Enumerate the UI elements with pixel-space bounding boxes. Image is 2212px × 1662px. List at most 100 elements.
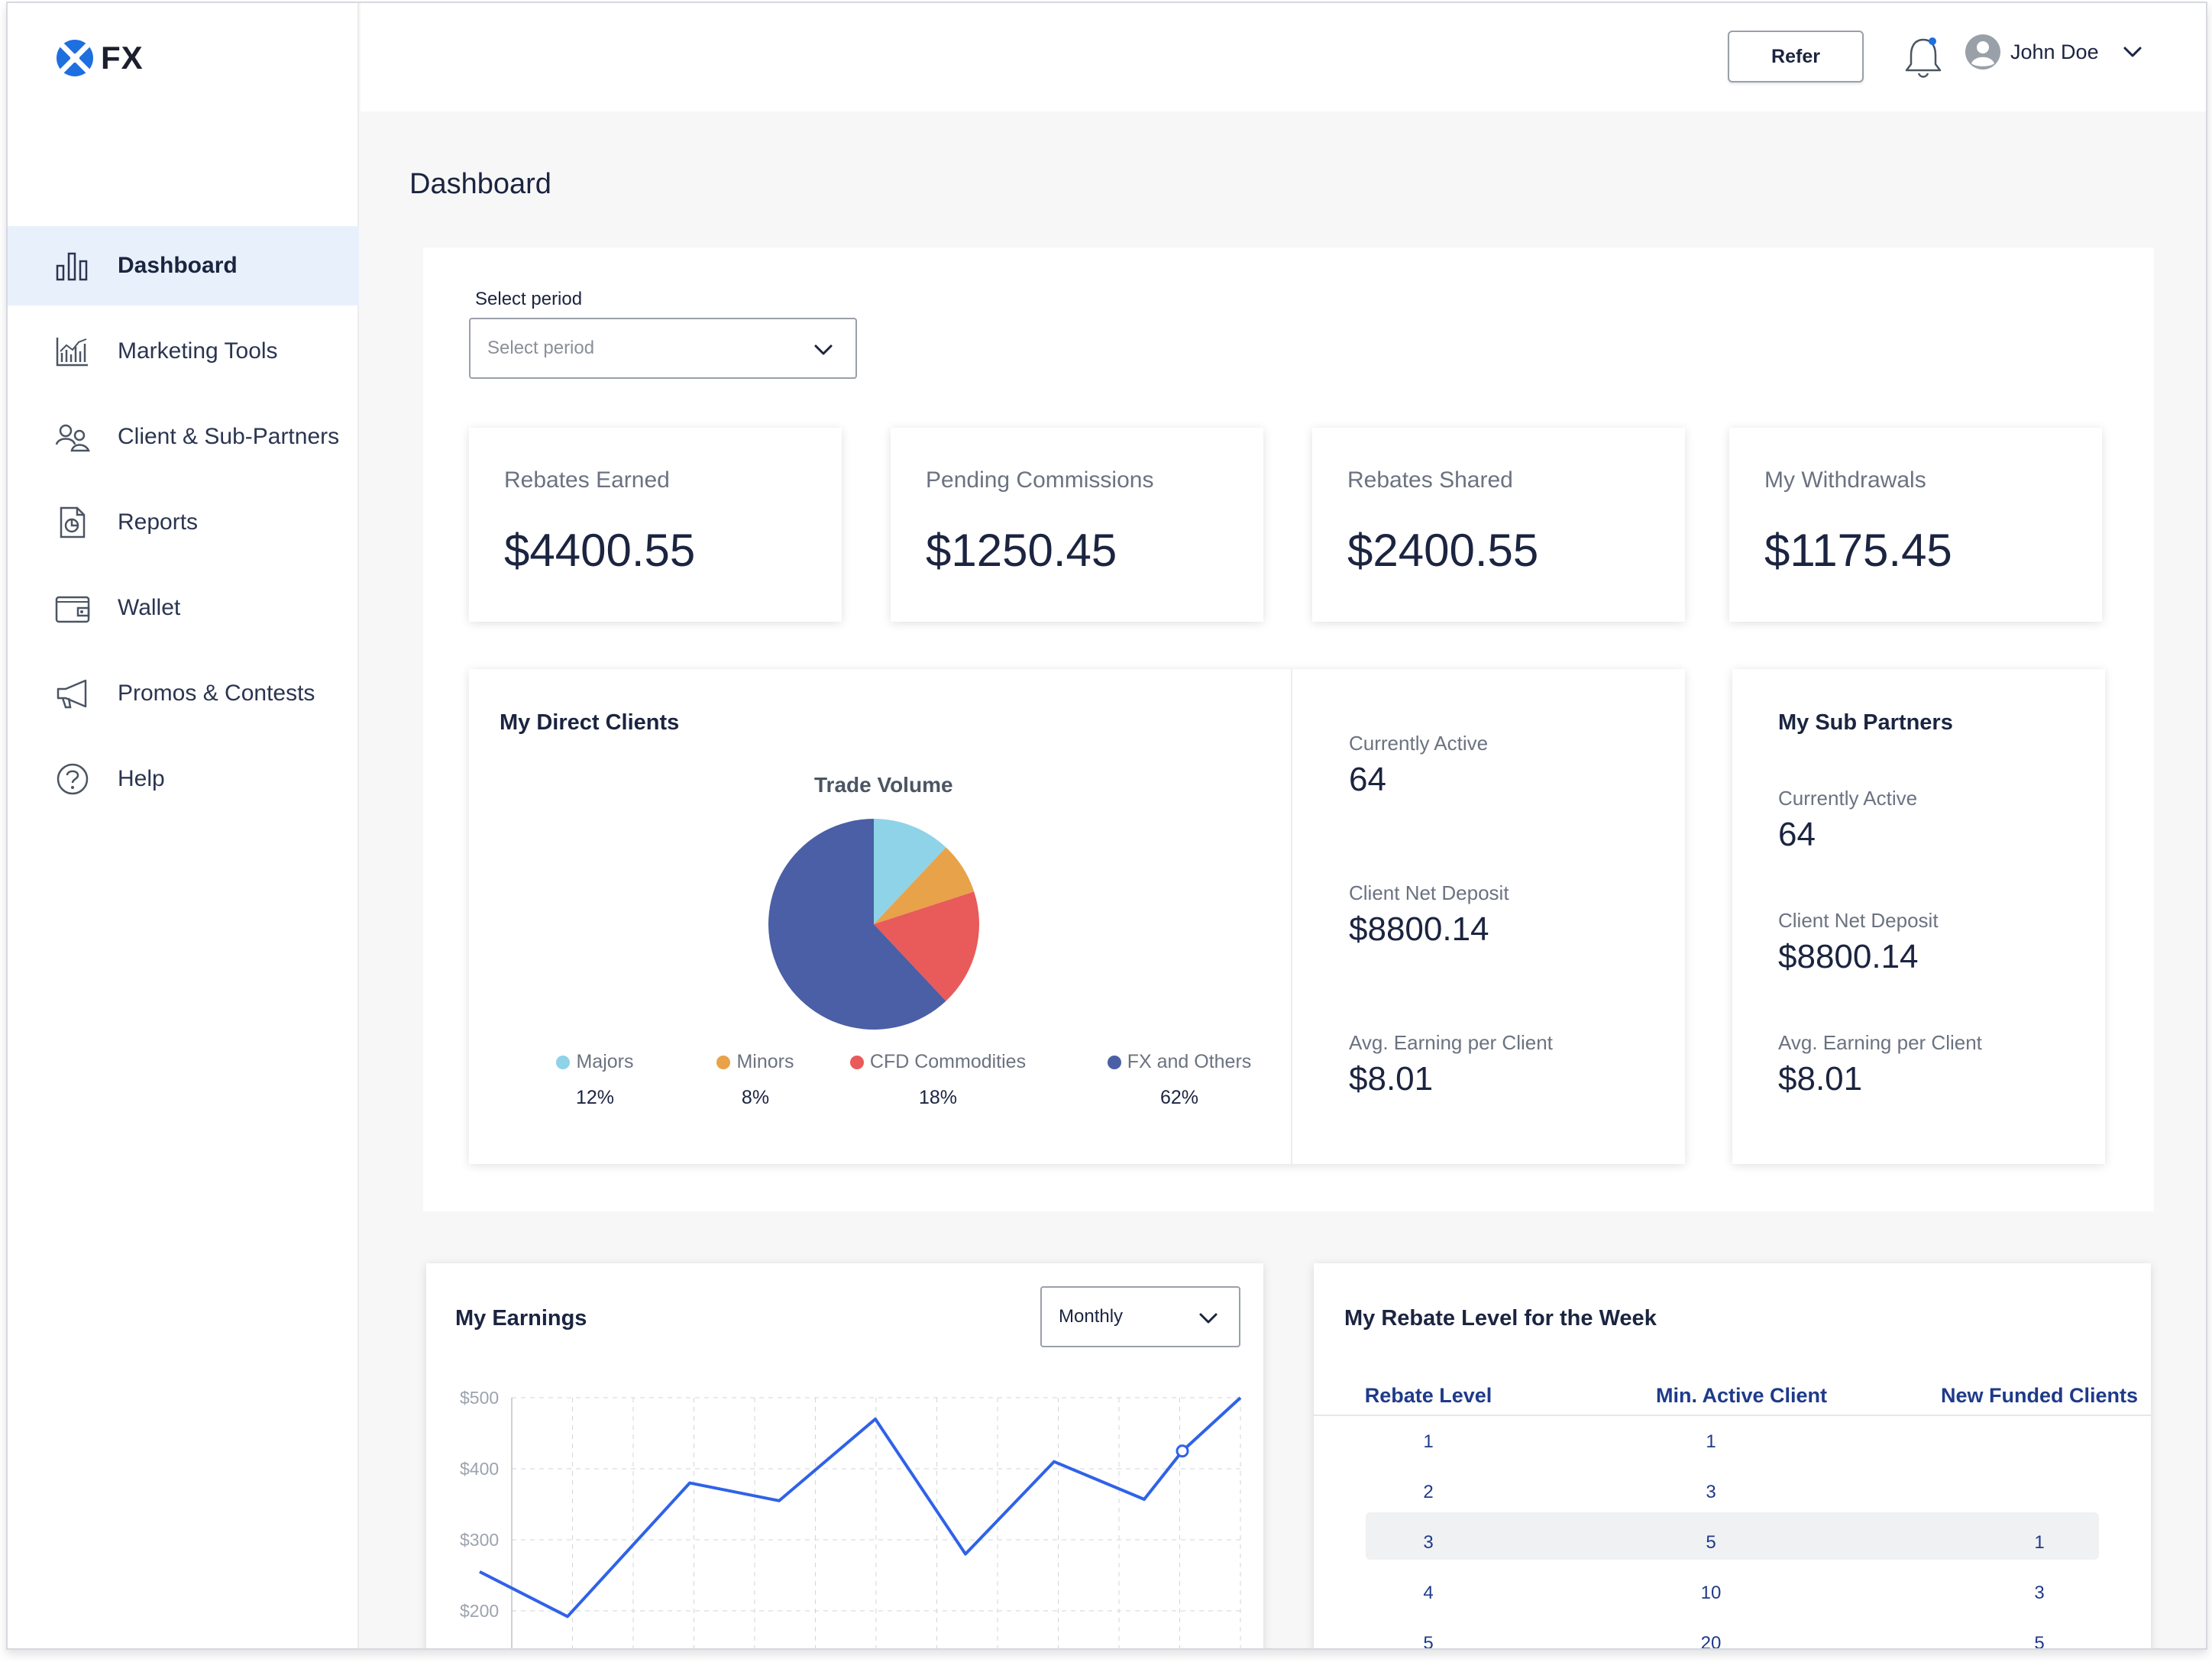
legend-item-minors: Minors 8% [698,1051,813,1109]
stat-title: Pending Commissions [926,467,1154,493]
direct-clients-title: My Direct Clients [500,710,680,735]
earnings-series-line [479,1396,1242,1618]
currently-active-value: 64 [1349,761,1386,798]
refer-button[interactable]: Refer [1728,31,1864,82]
sidebar-item-marketing-tools[interactable]: Marketing Tools [8,312,359,391]
sidebar-item-promos-contests[interactable]: Promos & Contests [8,654,359,733]
sidebar-item-help[interactable]: Help [8,739,359,819]
table-cell: 5 [1423,1633,1434,1650]
earnings-line-chart: $500 $400 $300 $200 [460,1388,1242,1648]
bar-chart-icon [55,248,90,283]
trade-volume-pie-chart [768,819,979,1030]
legend-pct: 12% [575,1087,615,1108]
earnings-point-marker[interactable] [1176,1444,1189,1458]
pie-slice-cfd-commodities [874,891,979,1001]
sidebar-item-dashboard[interactable]: Dashboard [8,226,359,306]
chevron-down-icon [814,344,833,355]
sidebar-item-label: Reports [118,509,199,535]
page-title: Dashboard [409,168,551,200]
table-cell: 10 [1700,1583,1722,1603]
stat-value: $2400.55 [1347,525,1539,576]
wallet-icon [55,590,90,626]
pie-slice-minors [874,847,975,924]
avg-earning-label: Avg. Earning per Client [1349,1031,1553,1054]
earnings-title: My Earnings [455,1306,587,1331]
table-cell: 2 [1423,1482,1434,1502]
table-cell: 5 [2034,1633,2045,1650]
table-cell: 4 [1423,1583,1434,1603]
sidebar: FX Dashboard Marketing Tools Client & Su… [8,3,359,1648]
stat-title: Rebates Earned [504,467,670,493]
sub-partners-card: My Sub Partners Currently Active 64 Clie… [1732,669,2105,1164]
legend-label: CFD Commodities [869,1051,1027,1072]
earnings-card: My Earnings Monthly $500 $400 $300 $200 [426,1263,1263,1648]
table-cell: 3 [1423,1532,1434,1553]
stat-card-my-withdrawals: My Withdrawals $1175.45 [1729,428,2102,622]
legend-pct: 18% [918,1087,958,1108]
stat-title: Rebates Shared [1347,467,1513,493]
legend-pct: 62% [1159,1087,1199,1108]
sidebar-item-label: Client & Sub-Partners [118,424,340,449]
users-icon [55,419,90,454]
earnings-period-select[interactable]: Monthly [1040,1286,1240,1347]
table-header-divider [1314,1415,2151,1416]
net-deposit-label: Client Net Deposit [1778,909,1939,932]
legend-pct: 8% [741,1087,770,1108]
summary-panel: Select period Select period Rebates Earn… [423,247,2154,1211]
legend-dot [716,1055,731,1069]
rebate-title: My Rebate Level for the Week [1344,1306,1657,1331]
period-select-placeholder: Select period [487,338,595,358]
sidebar-item-label: Promos & Contests [118,681,315,706]
pie-chart-title: Trade Volume [814,773,953,797]
legend-dot [849,1055,864,1069]
logo[interactable]: FX [55,38,144,78]
net-deposit-value: $8800.14 [1349,910,1489,948]
avg-earning-value: $8.01 [1349,1060,1434,1098]
megaphone-icon [55,676,90,711]
sidebar-nav: Dashboard Marketing Tools Client & Sub-P… [8,226,359,825]
sidebar-item-label: Marketing Tools [118,338,278,364]
direct-clients-card: My Direct Clients Trade Volume Majors 12… [469,669,1685,1164]
avatar-icon [1965,34,2000,70]
avg-earning-label: Avg. Earning per Client [1778,1031,1982,1054]
avg-earning-value: $8.01 [1778,1060,1863,1098]
sidebar-item-wallet[interactable]: Wallet [8,568,359,648]
legend-dot [556,1055,571,1069]
user-name: John Doe [2010,40,2099,63]
table-cell: 1 [1423,1431,1434,1452]
stat-card-rebates-earned: Rebates Earned $4400.55 [469,428,842,622]
table-cell: 3 [2034,1583,2045,1603]
y-tick-label: $300 [460,1530,499,1550]
legend-item-majors: Majors 12% [538,1051,652,1109]
table-cell: 3 [1706,1482,1716,1502]
table-cell: 1 [2034,1532,2045,1553]
column-header-new-funded-clients: New Funded Clients [1940,1384,2139,1407]
period-label: Select period [475,289,583,309]
currently-active-value: 64 [1778,816,1816,853]
sidebar-item-reports[interactable]: Reports [8,483,359,562]
top-bar: Refer John Doe [361,3,2206,112]
user-menu[interactable]: John Doe [1965,34,2146,70]
notification-bell-icon[interactable] [1902,34,1945,79]
chevron-down-icon [1199,1313,1218,1324]
y-tick-label: $400 [460,1459,499,1479]
period-select[interactable]: Select period [469,318,857,379]
stat-value: $1175.45 [1764,525,1952,576]
sidebar-item-label: Wallet [118,595,181,620]
divider [1291,669,1292,1164]
logo-text: FX [101,40,144,76]
stat-title: My Withdrawals [1764,467,1926,493]
app-window: FX Dashboard Marketing Tools Client & Su… [6,2,2207,1650]
chevron-down-icon [2123,47,2142,57]
table-cell: 20 [1700,1633,1722,1650]
highlighted-row [1366,1512,2099,1560]
help-circle-icon [55,761,90,797]
currently-active-label: Currently Active [1778,787,1918,810]
legend-item-fx-and-others: FX and Others 62% [1103,1051,1256,1109]
sidebar-item-client-sub-partners[interactable]: Client & Sub-Partners [8,397,359,477]
sub-partners-title: My Sub Partners [1778,710,1953,735]
sidebar-item-label: Dashboard [118,253,238,278]
net-deposit-label: Client Net Deposit [1349,881,1509,904]
report-document-icon [55,505,90,540]
stat-value: $1250.45 [926,525,1117,576]
